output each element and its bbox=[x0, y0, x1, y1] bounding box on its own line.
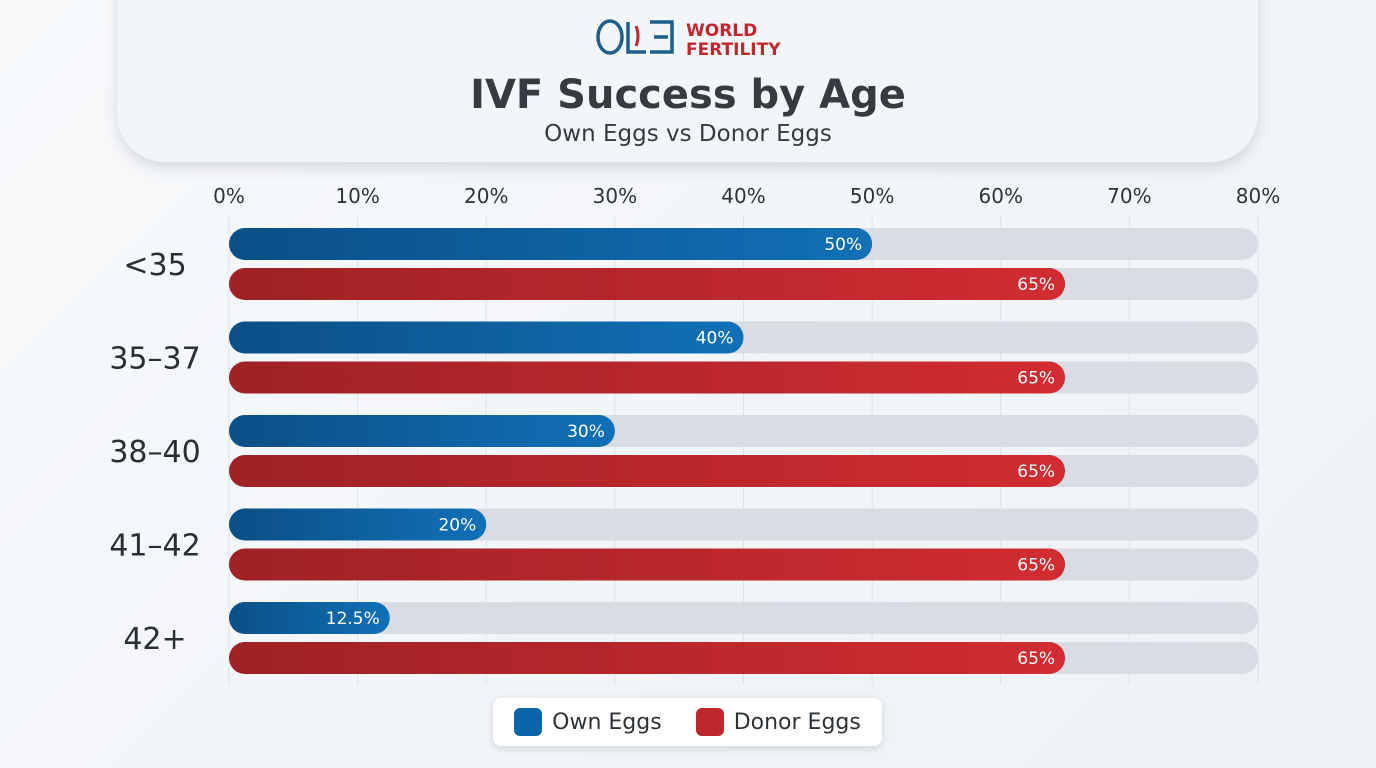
bar-own-eggs bbox=[229, 228, 873, 260]
data-label: 12.5% bbox=[326, 609, 380, 629]
bar-own-eggs bbox=[229, 415, 615, 447]
bar-donor-eggs bbox=[229, 548, 1066, 581]
bar-donor-eggs bbox=[229, 455, 1066, 487]
data-label: 65% bbox=[1017, 369, 1055, 389]
data-label: 65% bbox=[1017, 556, 1055, 576]
x-tick-label: 10% bbox=[335, 184, 379, 208]
x-tick-label: 20% bbox=[464, 184, 508, 208]
data-label: 65% bbox=[1017, 462, 1055, 482]
legend-item-own-eggs: Own Eggs bbox=[514, 708, 662, 736]
legend-swatch-own bbox=[514, 708, 543, 736]
bar-donor-eggs bbox=[229, 642, 1066, 674]
category-label: 42+ bbox=[123, 622, 186, 657]
data-label: 30% bbox=[567, 422, 605, 442]
category-label: 35–37 bbox=[109, 342, 200, 377]
x-tick-label: 60% bbox=[979, 184, 1023, 208]
svg-text:FERTILITY: FERTILITY bbox=[686, 40, 781, 60]
category-label: 41–42 bbox=[109, 529, 200, 564]
legend: Own Eggs Donor Eggs bbox=[493, 698, 882, 746]
bar-track bbox=[229, 602, 1258, 634]
data-label: 65% bbox=[1017, 275, 1055, 295]
x-tick-label: 0% bbox=[213, 184, 245, 208]
bar-own-eggs bbox=[229, 508, 487, 541]
x-tick-label: 50% bbox=[850, 184, 894, 208]
legend-swatch-donor bbox=[695, 708, 724, 736]
data-label: 50% bbox=[824, 235, 862, 255]
bar-donor-eggs bbox=[229, 361, 1066, 394]
bar-track bbox=[229, 508, 1258, 541]
data-label: 40% bbox=[696, 329, 734, 349]
category-label: <35 bbox=[123, 248, 186, 283]
bar-donor-eggs bbox=[229, 268, 1066, 300]
x-tick-label: 70% bbox=[1107, 184, 1151, 208]
data-label: 20% bbox=[438, 516, 476, 536]
x-tick-label: 40% bbox=[721, 184, 765, 208]
category-label: 38–40 bbox=[109, 435, 200, 470]
bar-own-eggs bbox=[229, 602, 390, 634]
chart-subtitle: Own Eggs vs Donor Eggs bbox=[544, 121, 832, 147]
x-tick-label: 30% bbox=[593, 184, 637, 208]
x-tick-label: 80% bbox=[1236, 184, 1280, 208]
one-world-fertility-logo: WORLD FERTILITY bbox=[596, 19, 781, 60]
header-card bbox=[117, 0, 1258, 162]
svg-text:WORLD: WORLD bbox=[686, 21, 757, 41]
chart-title: IVF Success by Age bbox=[470, 72, 906, 118]
bar-own-eggs bbox=[229, 321, 744, 354]
data-label: 65% bbox=[1017, 649, 1055, 669]
legend-item-donor-eggs: Donor Eggs bbox=[695, 708, 861, 736]
